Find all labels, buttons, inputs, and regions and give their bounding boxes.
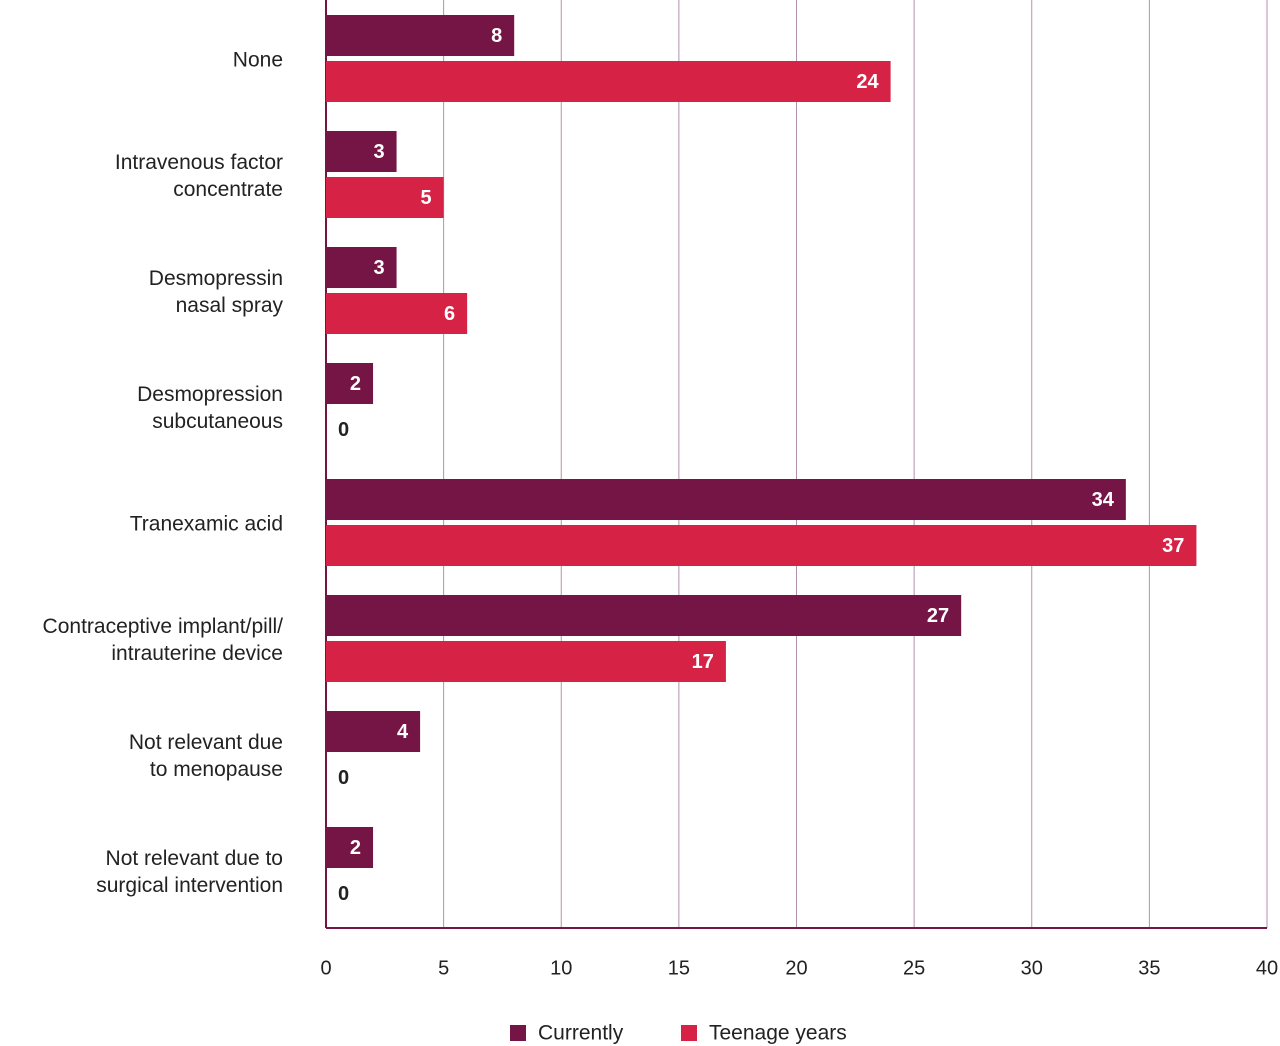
x-tick-label: 30 [1021,957,1043,979]
value-label: 37 [1162,535,1184,557]
value-label: 27 [927,605,949,627]
value-label: 5 [421,187,432,209]
bar [326,131,397,172]
y-tick-label: Not relevant due to menopause [128,731,283,781]
x-tick-label: 20 [785,957,807,979]
value-label: 24 [856,71,879,93]
bar [326,61,891,102]
value-label: 2 [350,373,361,395]
bar [326,595,962,636]
x-tick-label: 40 [1256,957,1278,979]
y-tick-label: Desmopression subcutaneous [137,383,283,433]
value-label: 6 [444,303,455,325]
x-tick-label: 5 [438,957,449,979]
value-label: 17 [692,651,714,673]
x-tick-label: 25 [903,957,925,979]
x-tick-label: 0 [320,957,331,979]
legend-label: Teenage years [709,1022,847,1045]
y-tick-label: Tranexamic acid [129,512,283,536]
x-tick-label: 10 [550,957,572,979]
value-label: 3 [373,141,384,163]
value-label: 3 [373,257,384,279]
bar [326,525,1197,566]
bar [326,827,374,868]
bar [326,177,444,218]
y-tick-label: Not relevant due to surgical interventio… [96,847,283,897]
legend-swatch [510,1025,526,1041]
bar [326,711,421,752]
x-tick-label: 35 [1138,957,1160,979]
bar [326,479,1126,520]
bar [326,15,515,56]
value-label: 34 [1092,489,1115,511]
bar [326,293,468,334]
bar [326,247,397,288]
value-label: 0 [338,419,349,441]
x-tick-label: 15 [668,957,690,979]
y-tick-label: Intravenous factor concentrate [114,151,283,201]
value-label: 0 [338,767,349,789]
value-label: 4 [397,721,409,743]
y-tick-label: None [232,48,283,72]
value-label: 2 [350,837,361,859]
legend-label: Currently [538,1022,624,1045]
legend-swatch [681,1025,697,1041]
value-label: 8 [491,25,502,47]
bar [326,363,374,404]
value-label: 0 [338,883,349,905]
y-tick-label: Desmopressin nasal spray [148,267,283,317]
bar [326,641,726,682]
y-tick-label: Contraceptive implant/pill/ intrauterine… [42,615,283,665]
